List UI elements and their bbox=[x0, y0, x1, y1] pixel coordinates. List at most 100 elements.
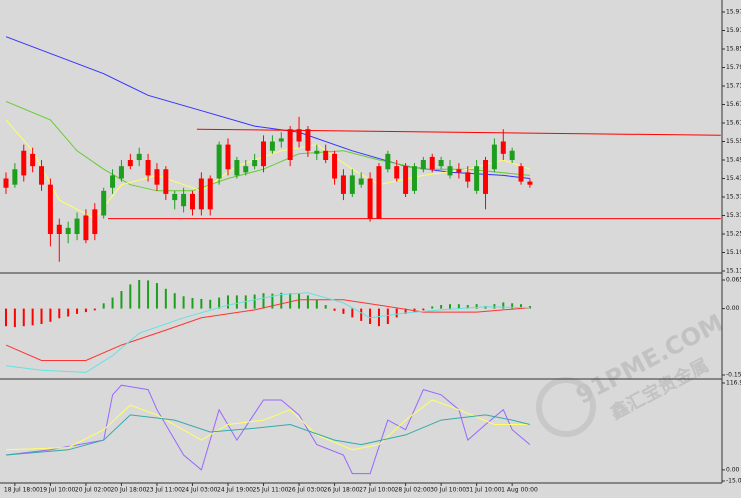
histogram-bar bbox=[49, 308, 52, 322]
histogram-bar bbox=[84, 308, 87, 313]
candle-body bbox=[447, 166, 453, 176]
candle-body bbox=[385, 153, 391, 170]
indicator-line bbox=[5, 100, 530, 192]
candle-body bbox=[39, 166, 45, 185]
candle-body bbox=[225, 144, 231, 170]
histogram-bar bbox=[306, 295, 309, 309]
candle-body bbox=[243, 166, 249, 173]
histogram-bar bbox=[360, 308, 363, 321]
indicator-line bbox=[5, 414, 531, 456]
y-tick-label: -15.0 bbox=[726, 478, 741, 485]
y-tick-label: 15.85 bbox=[726, 46, 741, 53]
histogram-bar bbox=[502, 302, 505, 309]
histogram-bar bbox=[76, 308, 79, 314]
x-tick-label: 18 Jul 18:00 bbox=[4, 487, 40, 494]
candle-body bbox=[83, 215, 89, 241]
histogram-bar bbox=[164, 288, 167, 309]
candle-body bbox=[429, 156, 435, 170]
histogram-bar bbox=[271, 293, 274, 309]
candle-body bbox=[367, 178, 373, 219]
candle-body bbox=[154, 169, 160, 185]
candle-body bbox=[509, 150, 515, 160]
candle-body bbox=[234, 160, 240, 176]
y-tick-label: 15.25 bbox=[726, 231, 741, 238]
candle-body bbox=[323, 150, 329, 160]
histogram-bar bbox=[369, 308, 372, 324]
candle-body bbox=[474, 166, 480, 191]
histogram-bar bbox=[120, 290, 123, 309]
candle-body bbox=[252, 160, 258, 167]
candle-body bbox=[394, 166, 400, 179]
y-tick-label: 0.00 bbox=[726, 305, 740, 312]
histogram-bar bbox=[155, 283, 158, 309]
candle-body bbox=[527, 181, 533, 185]
candle-body bbox=[340, 175, 346, 194]
histogram-bar bbox=[182, 296, 185, 309]
candle-body bbox=[403, 166, 409, 194]
candle-body bbox=[136, 153, 142, 160]
candle-body bbox=[92, 209, 98, 234]
histogram-bar bbox=[324, 305, 327, 309]
candle-body bbox=[163, 169, 169, 194]
pane bbox=[3, 36, 721, 262]
y-tick-label: 15.49 bbox=[726, 157, 741, 164]
candle-body bbox=[145, 160, 151, 176]
histogram-bar bbox=[333, 308, 336, 311]
candle-body bbox=[500, 141, 506, 154]
indicator-line bbox=[5, 292, 530, 373]
candle-body bbox=[456, 169, 462, 173]
y-tick-label: 0.065 bbox=[726, 277, 741, 284]
histogram-bar bbox=[209, 299, 212, 309]
x-tick-label: 1 Aug 00:00 bbox=[501, 487, 538, 494]
candle-body bbox=[21, 150, 27, 176]
histogram-bar bbox=[40, 308, 43, 324]
histogram-bar bbox=[528, 305, 531, 309]
y-tick-label: 15.73 bbox=[726, 83, 741, 90]
histogram-bar bbox=[13, 308, 16, 328]
candle-body bbox=[12, 169, 18, 185]
indicator-line bbox=[196, 128, 721, 136]
candle-body bbox=[207, 178, 213, 210]
indicator-line bbox=[5, 399, 530, 451]
candle-body bbox=[491, 144, 497, 170]
histogram-bar bbox=[315, 299, 318, 309]
histogram-bar bbox=[431, 306, 434, 309]
histogram-bar bbox=[351, 308, 354, 318]
y-tick-label: 15.31 bbox=[726, 212, 741, 219]
histogram-bar bbox=[289, 293, 292, 309]
candle-body bbox=[118, 166, 124, 179]
histogram-bar bbox=[173, 293, 176, 309]
histogram-bar bbox=[5, 308, 7, 327]
candle-body bbox=[296, 129, 302, 142]
x-tick-label: 20 Jul 02:00 bbox=[75, 487, 111, 494]
histogram-bar bbox=[342, 308, 345, 314]
indicator-line bbox=[5, 119, 531, 220]
histogram-bar bbox=[280, 292, 283, 309]
histogram-bar bbox=[147, 280, 150, 309]
histogram-bar bbox=[395, 308, 398, 318]
histogram-bar bbox=[200, 298, 203, 309]
y-tick-label: 116.9 bbox=[726, 380, 741, 387]
histogram-bar bbox=[493, 304, 496, 309]
histogram-bar bbox=[422, 308, 425, 311]
histogram-bar bbox=[377, 308, 380, 327]
x-tick-label: 27 Jul 10:00 bbox=[359, 487, 395, 494]
x-tick-label: 26 Jul 18:00 bbox=[324, 487, 360, 494]
candle-body bbox=[305, 129, 311, 151]
indicator-line bbox=[5, 299, 530, 361]
candle-body bbox=[358, 178, 364, 185]
candle-body bbox=[420, 160, 426, 170]
histogram-bar bbox=[191, 298, 194, 309]
candle-body bbox=[3, 178, 9, 188]
pane bbox=[5, 280, 531, 373]
candle-body bbox=[172, 193, 178, 201]
candle-body bbox=[349, 175, 355, 194]
candle-body bbox=[47, 184, 53, 234]
y-tick-label: 15.67 bbox=[726, 101, 741, 108]
x-tick-label: 25 Jul 11:00 bbox=[253, 487, 289, 494]
x-tick-label: 24 Jul 19:00 bbox=[217, 487, 253, 494]
histogram-bar bbox=[235, 295, 238, 309]
y-tick-label: 15.37 bbox=[726, 194, 741, 201]
candle-body bbox=[74, 218, 80, 234]
